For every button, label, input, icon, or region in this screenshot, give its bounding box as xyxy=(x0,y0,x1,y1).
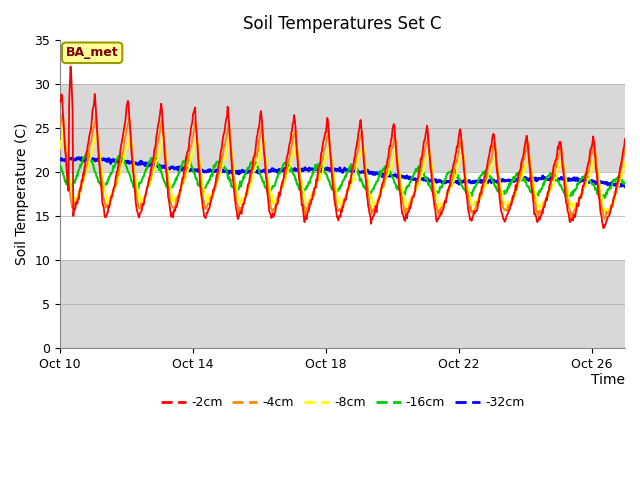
-4cm xyxy=(56,123,64,129)
-2cm xyxy=(600,226,607,231)
-2cm xyxy=(148,164,156,170)
-16cm xyxy=(621,180,629,186)
-16cm xyxy=(56,163,64,169)
-16cm xyxy=(235,186,243,192)
-32cm xyxy=(284,167,292,172)
Bar xyxy=(60,304,625,348)
Bar xyxy=(60,40,625,84)
-16cm xyxy=(148,155,156,161)
-32cm xyxy=(489,178,497,183)
-2cm xyxy=(284,151,292,157)
-32cm xyxy=(148,162,156,168)
-8cm xyxy=(148,177,156,182)
-32cm xyxy=(56,157,64,163)
-2cm xyxy=(489,132,497,138)
-8cm xyxy=(191,142,199,147)
-2cm xyxy=(302,214,310,219)
-16cm xyxy=(84,150,92,156)
-16cm xyxy=(489,179,497,185)
-4cm xyxy=(302,209,310,215)
-2cm xyxy=(235,214,243,219)
-4cm xyxy=(284,160,292,166)
-2cm xyxy=(56,99,64,105)
Text: Time: Time xyxy=(591,373,625,387)
Bar xyxy=(60,260,625,304)
Bar xyxy=(60,128,625,172)
-8cm xyxy=(235,195,243,201)
-32cm xyxy=(191,167,199,173)
-4cm xyxy=(601,216,609,222)
-32cm xyxy=(302,167,310,173)
-8cm xyxy=(302,202,310,207)
-32cm xyxy=(235,171,243,177)
-32cm xyxy=(78,155,86,160)
-2cm xyxy=(191,105,199,110)
-8cm xyxy=(489,162,497,168)
-2cm xyxy=(621,136,629,142)
-4cm xyxy=(92,111,100,117)
-16cm xyxy=(531,195,539,201)
-4cm xyxy=(489,145,497,151)
Line: -2cm: -2cm xyxy=(60,67,625,228)
-32cm xyxy=(621,184,629,190)
-8cm xyxy=(60,125,67,131)
Line: -8cm: -8cm xyxy=(60,128,625,212)
-4cm xyxy=(621,145,629,151)
Text: BA_met: BA_met xyxy=(66,46,118,59)
-16cm xyxy=(302,187,310,192)
-8cm xyxy=(604,209,612,215)
Bar xyxy=(60,216,625,260)
-8cm xyxy=(621,159,629,165)
-4cm xyxy=(191,120,199,126)
-8cm xyxy=(284,168,292,173)
-8cm xyxy=(56,145,64,151)
-16cm xyxy=(284,162,292,168)
Title: Soil Temperatures Set C: Soil Temperatures Set C xyxy=(243,15,442,33)
Bar xyxy=(60,172,625,216)
Line: -16cm: -16cm xyxy=(60,153,625,198)
Y-axis label: Soil Temperature (C): Soil Temperature (C) xyxy=(15,123,29,265)
-2cm xyxy=(67,64,74,70)
Line: -4cm: -4cm xyxy=(60,114,625,219)
Line: -32cm: -32cm xyxy=(60,157,625,187)
-4cm xyxy=(148,171,156,177)
-16cm xyxy=(191,173,199,179)
Legend: -2cm, -4cm, -8cm, -16cm, -32cm: -2cm, -4cm, -8cm, -16cm, -32cm xyxy=(156,391,529,414)
-4cm xyxy=(235,207,243,213)
Bar xyxy=(60,84,625,128)
